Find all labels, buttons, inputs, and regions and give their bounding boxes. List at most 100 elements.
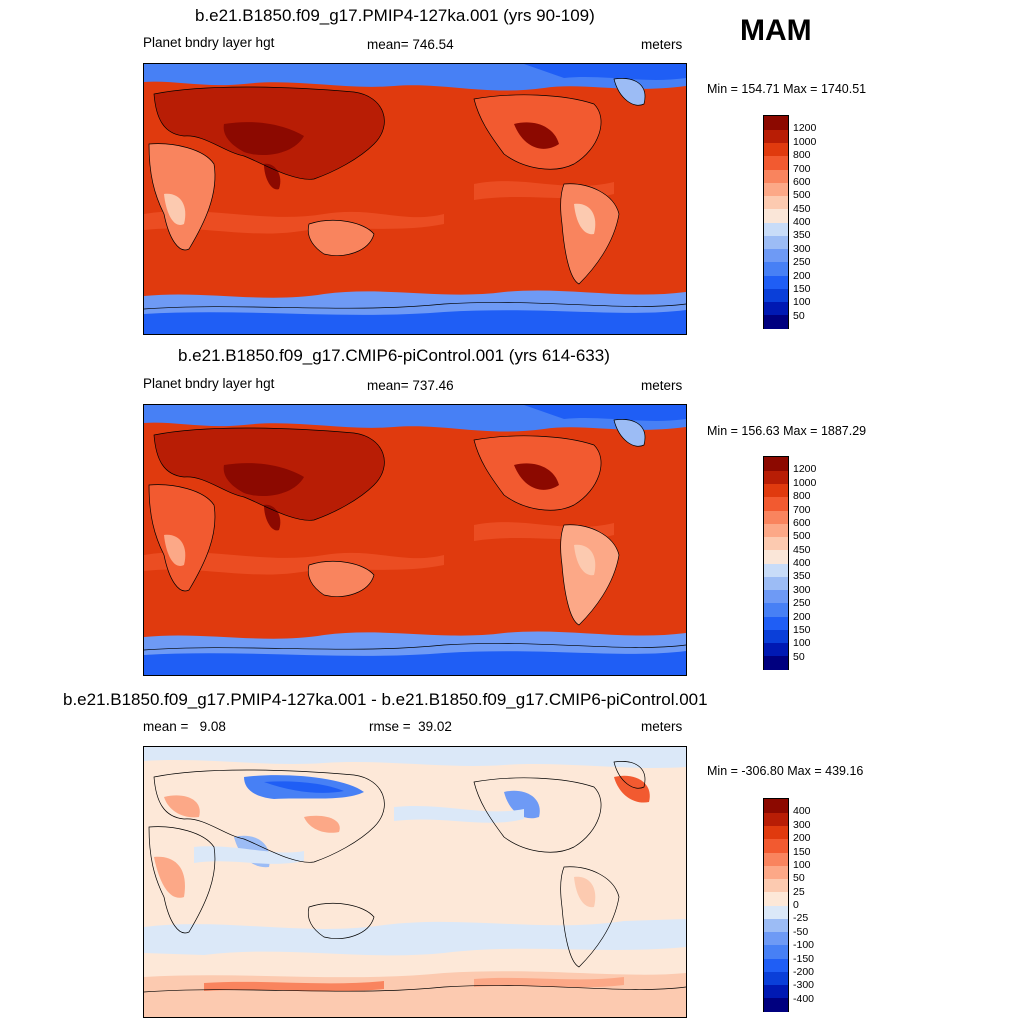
colorbar-tick-label: 800 — [793, 490, 811, 503]
colorbar-swatch — [764, 905, 788, 919]
colorbar-tick-label: 50 — [793, 872, 805, 885]
season-label: MAM — [740, 14, 812, 47]
colorbar-swatch — [764, 222, 788, 236]
colorbar-tick-label: 600 — [793, 175, 811, 188]
colorbar-swatch — [764, 129, 788, 143]
colorbar-swatch — [764, 878, 788, 893]
colorbar-swatch — [764, 576, 788, 590]
panel-1-colorbar — [763, 115, 789, 329]
colorbar-swatch — [764, 931, 788, 946]
colorbar-swatch — [764, 642, 788, 657]
panel-3-rmse-label: rmse = 39.02 — [369, 719, 452, 734]
colorbar-tick-label: 50 — [793, 650, 805, 663]
colorbar-tick-label: -100 — [793, 939, 815, 952]
colorbar-swatch — [764, 275, 788, 289]
colorbar-tick-label: 350 — [793, 229, 811, 242]
colorbar-tick-label: -25 — [793, 912, 809, 925]
colorbar-swatch — [764, 288, 788, 302]
colorbar-tick-label: 700 — [793, 162, 811, 175]
colorbar-swatch — [764, 563, 788, 577]
colorbar-tick-label: 1200 — [793, 122, 817, 135]
panel-1-variable-label: Planet bndry layer hgt — [143, 35, 275, 50]
colorbar-swatch — [764, 195, 788, 210]
panel-1-units-label: meters — [641, 37, 683, 52]
panel-1-map — [143, 63, 687, 335]
colorbar-swatch — [764, 261, 788, 276]
colorbar-swatch — [764, 116, 788, 130]
colorbar-swatch — [764, 523, 788, 537]
colorbar-tick-label: 1200 — [793, 463, 817, 476]
colorbar-swatch — [764, 470, 788, 484]
panel-3-minmax-label: Min = -306.80 Max = 439.16 — [707, 764, 864, 778]
colorbar-swatch — [764, 208, 788, 223]
colorbar-swatch — [764, 142, 788, 157]
colorbar-tick-label: 200 — [793, 610, 811, 623]
panel-3-map — [143, 746, 687, 1018]
colorbar-swatch — [764, 235, 788, 249]
colorbar-swatch — [764, 155, 788, 170]
colorbar-swatch — [764, 616, 788, 630]
colorbar-swatch — [764, 655, 788, 670]
colorbar-tick-label: 100 — [793, 858, 811, 871]
panel-3-units-label: meters — [641, 719, 683, 734]
colorbar-swatch — [764, 248, 788, 263]
colorbar-tick-label: -50 — [793, 925, 809, 938]
panel-1-title: b.e21.B1850.f09_g17.PMIP4-127ka.001 (yrs… — [195, 6, 595, 25]
panel-1-mean-label: mean= 746.54 — [367, 37, 454, 52]
colorbar-swatch — [764, 301, 788, 316]
colorbar-tick-label: 250 — [793, 597, 811, 610]
colorbar-tick-label: 100 — [793, 637, 811, 650]
panel-2-colorbar — [763, 456, 789, 670]
colorbar-tick-label: -300 — [793, 979, 815, 992]
colorbar-tick-label: 800 — [793, 149, 811, 162]
colorbar-swatch — [764, 169, 788, 183]
panel-2-variable-label: Planet bndry layer hgt — [143, 376, 275, 391]
colorbar-swatch — [764, 510, 788, 524]
panel-2-map — [143, 404, 687, 676]
colorbar-tick-label: 150 — [793, 282, 811, 295]
colorbar-tick-label: 400 — [793, 805, 811, 818]
colorbar-tick-label: 250 — [793, 256, 811, 269]
panel-2-mean-label: mean= 737.46 — [367, 378, 454, 393]
colorbar-tick-label: 500 — [793, 530, 811, 543]
colorbar-swatch — [764, 799, 788, 813]
colorbar-swatch — [764, 629, 788, 643]
colorbar-tick-label: 300 — [793, 818, 811, 831]
panel-3-mean-label: mean = 9.08 — [143, 719, 226, 734]
colorbar-tick-label: 200 — [793, 269, 811, 282]
colorbar-swatch — [764, 958, 788, 972]
colorbar-tick-label: 50 — [793, 309, 805, 322]
colorbar-swatch — [764, 314, 788, 329]
colorbar-tick-label: 1000 — [793, 135, 817, 148]
colorbar-swatch — [764, 812, 788, 826]
colorbar-tick-label: 150 — [793, 845, 811, 858]
colorbar-tick-label: 1000 — [793, 476, 817, 489]
colorbar-swatch — [764, 549, 788, 564]
colorbar-swatch — [764, 852, 788, 866]
colorbar-tick-label: 500 — [793, 189, 811, 202]
panel-2-units-label: meters — [641, 378, 683, 393]
colorbar-tick-label: 300 — [793, 583, 811, 596]
colorbar-swatch — [764, 997, 788, 1012]
colorbar-tick-label: 300 — [793, 242, 811, 255]
colorbar-tick-label: 450 — [793, 543, 811, 556]
colorbar-tick-label: 400 — [793, 216, 811, 228]
colorbar-swatch — [764, 971, 788, 985]
colorbar-swatch — [764, 918, 788, 932]
colorbar-swatch — [764, 838, 788, 853]
colorbar-swatch — [764, 602, 788, 617]
colorbar-swatch — [764, 496, 788, 511]
colorbar-swatch — [764, 589, 788, 604]
panel-3-title: b.e21.B1850.f09_g17.PMIP4-127ka.001 - b.… — [63, 690, 708, 709]
colorbar-swatch — [764, 536, 788, 551]
colorbar-swatch — [764, 483, 788, 498]
panel-2-minmax-label: Min = 156.63 Max = 1887.29 — [707, 424, 867, 438]
colorbar-swatch — [764, 825, 788, 840]
colorbar-tick-label: 450 — [793, 202, 811, 215]
colorbar-swatch — [764, 891, 788, 906]
panel-2-title: b.e21.B1850.f09_g17.CMIP6-piControl.001 … — [178, 346, 610, 365]
colorbar-tick-label: 25 — [793, 885, 805, 898]
colorbar-tick-label: 600 — [793, 516, 811, 529]
colorbar-swatch — [764, 944, 788, 959]
colorbar-swatch — [764, 984, 788, 999]
